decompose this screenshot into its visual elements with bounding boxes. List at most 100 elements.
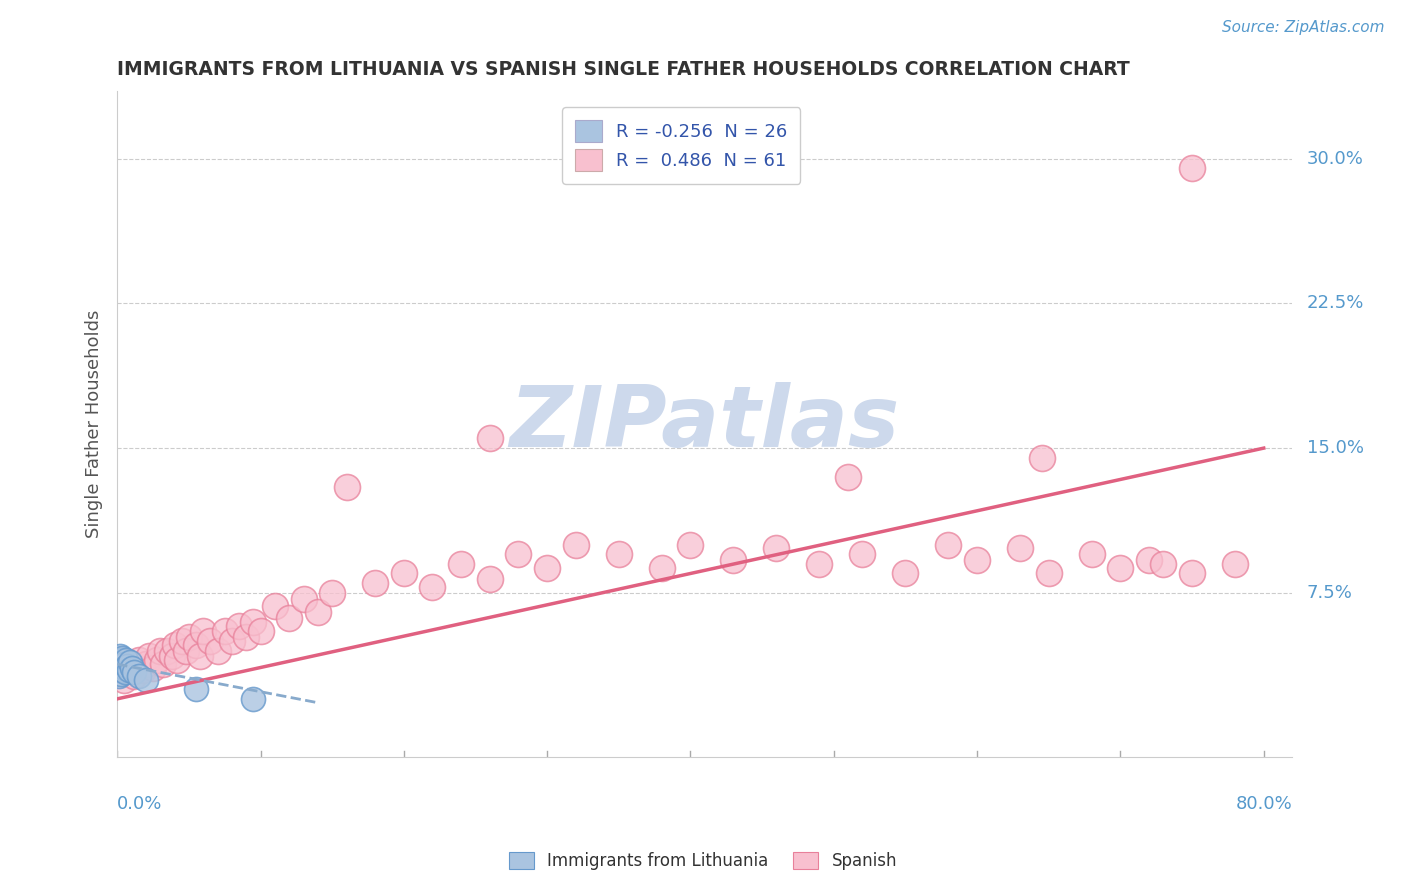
Point: [765, 541, 787, 556]
Point: [128, 669, 150, 683]
Point: [242, 691, 264, 706]
Point: [107, 653, 129, 667]
Point: [808, 557, 831, 571]
Point: [651, 560, 673, 574]
Point: [111, 663, 134, 677]
Point: [321, 586, 343, 600]
Point: [478, 432, 501, 446]
Point: [1223, 557, 1246, 571]
Point: [112, 673, 135, 687]
Text: 30.0%: 30.0%: [1306, 150, 1364, 168]
Point: [193, 624, 215, 639]
Point: [188, 649, 211, 664]
Text: 22.5%: 22.5%: [1306, 294, 1364, 312]
Point: [364, 576, 387, 591]
Text: 80.0%: 80.0%: [1236, 796, 1292, 814]
Point: [160, 649, 183, 664]
Point: [120, 655, 142, 669]
Point: [450, 557, 472, 571]
Legend: R = -0.256  N = 26, R =  0.486  N = 61: R = -0.256 N = 26, R = 0.486 N = 61: [562, 107, 800, 184]
Point: [249, 624, 271, 639]
Point: [1031, 450, 1053, 465]
Point: [110, 659, 132, 673]
Point: [142, 661, 165, 675]
Point: [1181, 566, 1204, 581]
Point: [235, 630, 257, 644]
Point: [1181, 161, 1204, 176]
Point: [111, 651, 134, 665]
Point: [1010, 541, 1032, 556]
Point: [221, 634, 243, 648]
Text: IMMIGRANTS FROM LITHUANIA VS SPANISH SINGLE FATHER HOUSEHOLDS CORRELATION CHART: IMMIGRANTS FROM LITHUANIA VS SPANISH SIN…: [117, 60, 1130, 78]
Point: [110, 653, 132, 667]
Point: [166, 653, 188, 667]
Text: 7.5%: 7.5%: [1306, 583, 1353, 602]
Point: [392, 566, 415, 581]
Point: [174, 643, 197, 657]
Point: [263, 599, 285, 614]
Text: 15.0%: 15.0%: [1306, 439, 1364, 457]
Point: [121, 657, 143, 672]
Point: [207, 643, 229, 657]
Point: [422, 580, 444, 594]
Text: ZIPatlas: ZIPatlas: [510, 383, 900, 466]
Point: [114, 653, 136, 667]
Point: [1038, 566, 1060, 581]
Legend: Immigrants from Lithuania, Spanish: Immigrants from Lithuania, Spanish: [502, 845, 904, 877]
Point: [138, 649, 160, 664]
Point: [837, 470, 859, 484]
Point: [938, 537, 960, 551]
Point: [111, 661, 134, 675]
Point: [135, 657, 157, 672]
Point: [124, 669, 146, 683]
Point: [536, 560, 558, 574]
Point: [152, 657, 174, 672]
Point: [1152, 557, 1174, 571]
Point: [894, 566, 917, 581]
Point: [114, 665, 136, 679]
Point: [214, 624, 236, 639]
Point: [723, 553, 745, 567]
Point: [184, 638, 207, 652]
Point: [607, 547, 630, 561]
Point: [1137, 553, 1160, 567]
Point: [1109, 560, 1132, 574]
Point: [966, 553, 988, 567]
Point: [278, 611, 301, 625]
Point: [228, 618, 250, 632]
Point: [112, 657, 135, 672]
Point: [177, 630, 200, 644]
Point: [112, 661, 135, 675]
Point: [679, 537, 702, 551]
Point: [508, 547, 530, 561]
Text: Source: ZipAtlas.com: Source: ZipAtlas.com: [1222, 20, 1385, 35]
Point: [851, 547, 873, 561]
Point: [184, 682, 207, 697]
Point: [124, 665, 146, 679]
Point: [108, 649, 131, 664]
Point: [146, 653, 169, 667]
Point: [242, 615, 264, 629]
Point: [565, 537, 588, 551]
Point: [307, 605, 329, 619]
Point: [200, 634, 222, 648]
Point: [135, 673, 157, 687]
Point: [478, 572, 501, 586]
Point: [108, 669, 131, 683]
Point: [1081, 547, 1104, 561]
Y-axis label: Single Father Households: Single Father Households: [86, 310, 103, 538]
Point: [118, 663, 141, 677]
Point: [115, 659, 138, 673]
Point: [156, 643, 179, 657]
Point: [107, 663, 129, 677]
Point: [110, 666, 132, 681]
Point: [163, 638, 186, 652]
Point: [108, 663, 131, 677]
Point: [170, 634, 193, 648]
Point: [132, 663, 155, 677]
Point: [110, 657, 132, 672]
Point: [121, 661, 143, 675]
Text: 0.0%: 0.0%: [117, 796, 163, 814]
Point: [149, 643, 172, 657]
Point: [128, 653, 150, 667]
